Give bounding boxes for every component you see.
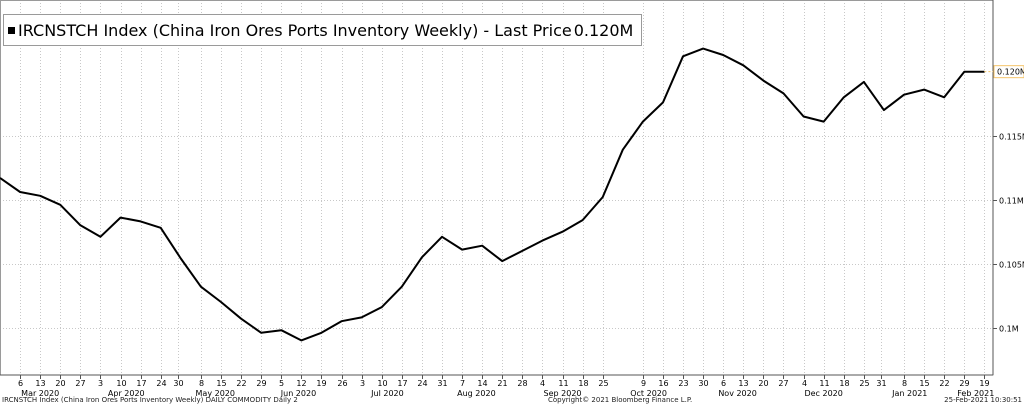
x-tick-label: 18	[578, 379, 588, 388]
footer-timestamp: 25-Feb-2021 10:30:51	[944, 396, 1022, 404]
x-month-label: Feb 2021	[957, 389, 994, 398]
x-tick-label: 6	[721, 379, 726, 388]
x-tick-label: 25	[598, 379, 608, 388]
x-tick-label: 19	[316, 379, 326, 388]
x-tick-label: 13	[738, 379, 748, 388]
x-month-label: Dec 2020	[804, 389, 842, 398]
y-tick-label: 0.105M	[999, 261, 1024, 270]
x-tick-label: 20	[55, 379, 65, 388]
x-tick-label: 31	[876, 379, 886, 388]
x-tick-label: 25	[859, 379, 869, 388]
legend-square-icon	[8, 26, 15, 34]
y-tick-label: 0.11M	[999, 197, 1024, 206]
x-tick-label: 18	[839, 379, 849, 388]
x-month-label: Sep 2020	[544, 389, 582, 398]
x-tick-label: 15	[919, 379, 929, 388]
label-layer: 0.1M 0.105M 0.11M 0.115M 6 13 20 27 3 10 17 24 30 8 15…	[18, 65, 1024, 398]
x-tick-label: 11	[819, 379, 829, 388]
legend-last-price-value: 0.120M	[573, 20, 634, 40]
footer-copyright: Copyright© 2021 Bloomberg Finance L.P.	[548, 396, 693, 404]
x-tick-label: 29	[959, 379, 969, 388]
x-tick-label: 27	[75, 379, 85, 388]
last-price-tag-label: 0.120M	[997, 68, 1024, 77]
y-tick-label: 0.1M	[999, 325, 1019, 334]
x-tick-label: 13	[35, 379, 45, 388]
x-tick-label: 8	[199, 379, 204, 388]
x-tick-label: 28	[517, 379, 527, 388]
x-tick-label: 21	[497, 379, 507, 388]
x-tick-label: 10	[377, 379, 387, 388]
x-tick-label: 4	[540, 379, 545, 388]
x-tick-label: 3	[98, 379, 103, 388]
series-layer	[0, 47, 993, 342]
x-tick-label: 22	[236, 379, 246, 388]
x-tick-label: 24	[417, 379, 427, 388]
x-tick-label: 17	[136, 379, 146, 388]
x-tick-label: 4	[802, 379, 807, 388]
x-tick-label: 6	[18, 379, 23, 388]
x-month-label: May 2020	[196, 389, 235, 398]
x-tick-label: 12	[296, 379, 306, 388]
x-month-label: Nov 2020	[718, 389, 757, 398]
legend-last-price-label: Last Price	[494, 20, 572, 40]
x-tick-label: 17	[397, 379, 407, 388]
x-tick-label: 14	[477, 379, 487, 388]
x-tick-label: 8	[902, 379, 907, 388]
x-tick-label: 26	[337, 379, 347, 388]
x-month-label: Jun 2020	[280, 389, 316, 398]
y-tick-label: 0.115M	[999, 133, 1024, 142]
x-tick-label: 16	[658, 379, 668, 388]
legend-ticker: IRCNSTCH Index (China Iron Ores Ports In…	[18, 20, 479, 40]
x-month-label: Jan 2021	[891, 389, 927, 398]
x-month-label: Jul 2020	[370, 389, 404, 398]
x-tick-label: 30	[698, 379, 708, 388]
x-tick-label: 3	[360, 379, 365, 388]
x-tick-label: 9	[641, 379, 646, 388]
axis-layer	[0, 0, 997, 379]
chart-legend: IRCNSTCH Index (China Iron Ores Ports In…	[3, 14, 643, 46]
footer-description: IRCNSTCH Index (China Iron Ores Ports In…	[2, 396, 298, 404]
last-price-tag	[993, 65, 1024, 79]
x-tick-label: 24	[156, 379, 166, 388]
x-tick-label: 22	[939, 379, 949, 388]
x-tick-label: 31	[437, 379, 447, 388]
x-tick-label: 23	[678, 379, 688, 388]
x-tick-label: 20	[758, 379, 768, 388]
x-tick-label: 11	[558, 379, 568, 388]
x-tick-label: 10	[116, 379, 126, 388]
x-month-label: Aug 2020	[457, 389, 496, 398]
x-tick-label: 30	[173, 379, 183, 388]
legend-separator: -	[478, 20, 495, 40]
x-month-label: Mar 2020	[21, 389, 59, 398]
x-tick-label: 5	[279, 379, 284, 388]
x-tick-label: 27	[778, 379, 788, 388]
x-month-label: Apr 2020	[108, 389, 145, 398]
x-month-label: Oct 2020	[630, 389, 667, 398]
series-line	[0, 47, 985, 342]
x-tick-label: 7	[460, 379, 465, 388]
grid-layer	[0, 0, 993, 375]
x-tick-label: 29	[256, 379, 266, 388]
x-tick-label: 19	[979, 379, 989, 388]
x-tick-label: 15	[216, 379, 226, 388]
